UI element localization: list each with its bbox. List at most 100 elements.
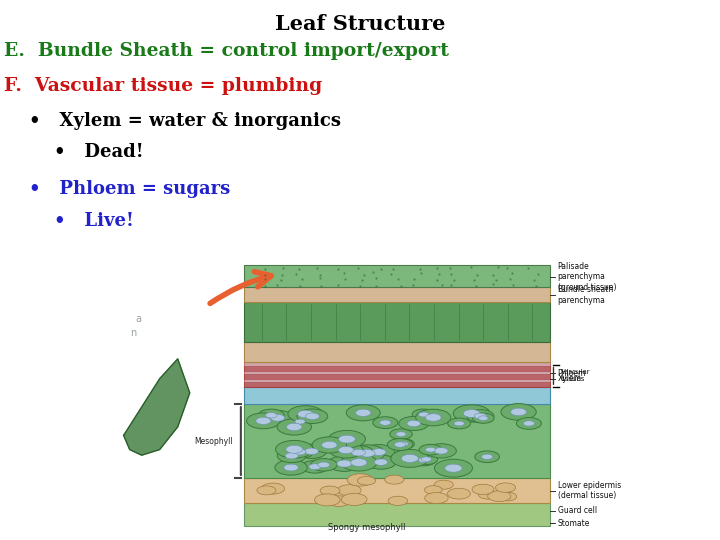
- Circle shape: [295, 419, 305, 424]
- Circle shape: [426, 447, 436, 452]
- Circle shape: [257, 486, 276, 495]
- Bar: [244, 287, 551, 302]
- Text: Xylem: Xylem: [558, 374, 582, 383]
- Circle shape: [286, 446, 303, 453]
- Circle shape: [328, 430, 366, 448]
- Circle shape: [338, 447, 354, 454]
- Circle shape: [338, 435, 355, 443]
- Circle shape: [412, 409, 435, 420]
- Circle shape: [487, 491, 511, 502]
- Circle shape: [474, 451, 500, 463]
- Circle shape: [328, 456, 361, 471]
- Circle shape: [426, 444, 456, 458]
- Circle shape: [328, 496, 351, 507]
- Circle shape: [448, 418, 471, 429]
- Text: •   Dead!: • Dead!: [54, 143, 143, 161]
- Bar: [244, 478, 551, 503]
- Bar: [244, 362, 551, 387]
- Circle shape: [312, 437, 346, 453]
- Circle shape: [318, 462, 330, 468]
- Circle shape: [398, 442, 408, 446]
- Circle shape: [445, 464, 462, 472]
- Circle shape: [379, 420, 391, 426]
- Circle shape: [310, 458, 337, 471]
- Circle shape: [276, 441, 313, 458]
- Circle shape: [418, 412, 429, 417]
- Text: Spongy mesophyll: Spongy mesophyll: [328, 523, 406, 532]
- Circle shape: [258, 409, 284, 421]
- Circle shape: [419, 444, 442, 455]
- Circle shape: [266, 413, 277, 418]
- Circle shape: [388, 496, 408, 505]
- Circle shape: [277, 419, 312, 435]
- Circle shape: [472, 484, 494, 495]
- Circle shape: [366, 455, 396, 469]
- Circle shape: [482, 454, 492, 460]
- Circle shape: [305, 448, 318, 455]
- Circle shape: [374, 459, 388, 465]
- Text: Mesophyll: Mesophyll: [194, 436, 233, 446]
- Circle shape: [434, 459, 472, 477]
- Circle shape: [286, 446, 313, 458]
- Circle shape: [479, 490, 498, 499]
- Circle shape: [256, 417, 271, 424]
- Circle shape: [425, 485, 442, 494]
- Circle shape: [412, 454, 436, 466]
- Circle shape: [285, 453, 298, 459]
- Circle shape: [447, 488, 470, 499]
- Text: Vascular
tissues: Vascular tissues: [562, 369, 591, 382]
- Text: F.  Vascular tissue = plumbing: F. Vascular tissue = plumbing: [4, 77, 322, 94]
- Circle shape: [296, 444, 327, 458]
- Circle shape: [297, 409, 328, 423]
- Circle shape: [420, 410, 449, 423]
- Text: Guard cell: Guard cell: [558, 506, 597, 515]
- Circle shape: [454, 405, 490, 422]
- Circle shape: [359, 449, 375, 457]
- Circle shape: [421, 457, 431, 462]
- Circle shape: [320, 486, 340, 495]
- Circle shape: [523, 421, 534, 426]
- Text: Palisade
parenchyma
(ground tissue): Palisade parenchyma (ground tissue): [558, 262, 616, 292]
- Circle shape: [277, 449, 306, 463]
- Circle shape: [501, 403, 536, 420]
- Text: •   Live!: • Live!: [54, 212, 134, 230]
- Circle shape: [464, 409, 480, 417]
- Circle shape: [329, 442, 363, 458]
- Circle shape: [434, 448, 448, 454]
- Circle shape: [407, 420, 420, 427]
- Circle shape: [293, 449, 306, 455]
- Circle shape: [384, 475, 404, 484]
- Circle shape: [474, 413, 487, 419]
- Circle shape: [415, 409, 451, 426]
- Circle shape: [510, 408, 526, 416]
- Circle shape: [356, 409, 371, 416]
- Text: Bundle sheath
parenchyma: Bundle sheath parenchyma: [558, 285, 613, 305]
- Bar: [244, 342, 551, 362]
- Circle shape: [373, 417, 397, 429]
- Circle shape: [418, 457, 429, 463]
- Text: n: n: [130, 328, 136, 338]
- Circle shape: [337, 460, 352, 467]
- Circle shape: [399, 416, 428, 430]
- Text: Leaf Structure: Leaf Structure: [275, 14, 445, 33]
- Polygon shape: [124, 359, 190, 455]
- Text: Lower epidermis
(dermal tissue): Lower epidermis (dermal tissue): [558, 481, 621, 501]
- Circle shape: [357, 476, 376, 485]
- Circle shape: [287, 423, 302, 430]
- Circle shape: [351, 449, 365, 456]
- Circle shape: [297, 410, 313, 418]
- Circle shape: [347, 474, 374, 486]
- Circle shape: [284, 464, 298, 471]
- Circle shape: [498, 492, 517, 501]
- Circle shape: [516, 417, 541, 429]
- Bar: [244, 404, 551, 478]
- Circle shape: [478, 416, 488, 421]
- Text: •   Phloem = sugars: • Phloem = sugars: [29, 180, 230, 198]
- Circle shape: [247, 413, 280, 429]
- Circle shape: [415, 454, 438, 464]
- Circle shape: [372, 449, 386, 455]
- Circle shape: [261, 483, 284, 494]
- Circle shape: [401, 454, 418, 462]
- Circle shape: [392, 438, 414, 449]
- Circle shape: [467, 410, 494, 422]
